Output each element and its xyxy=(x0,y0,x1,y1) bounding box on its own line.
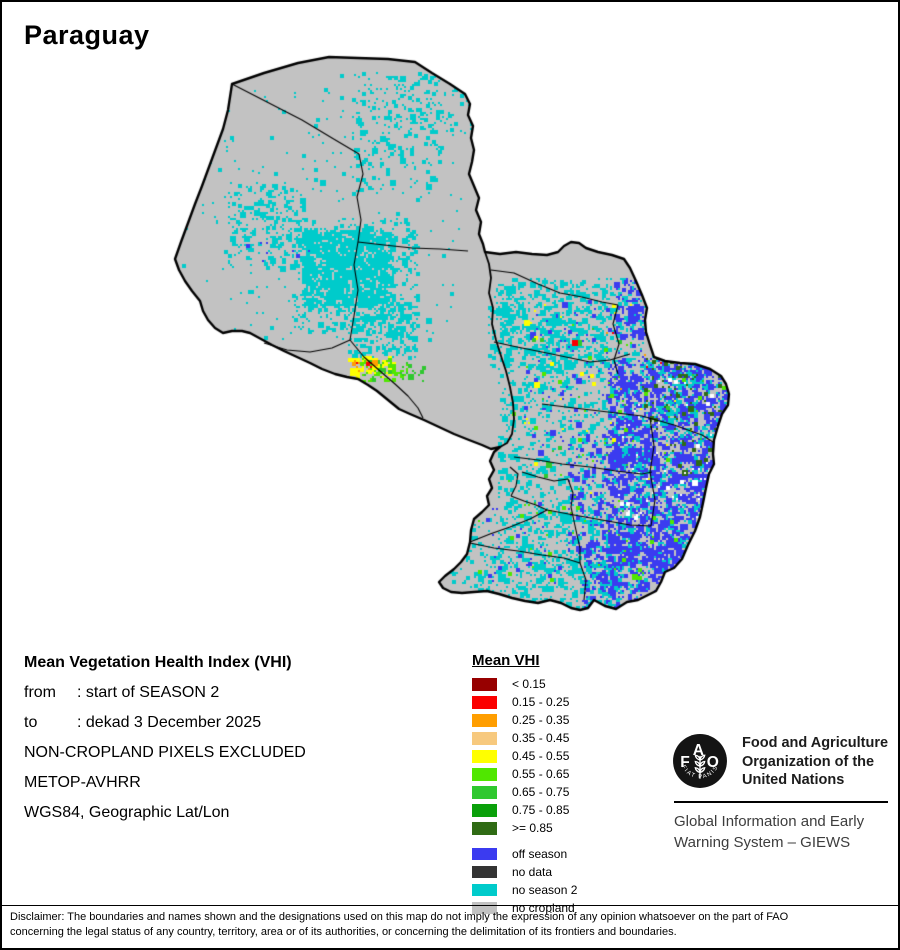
legend-swatch xyxy=(472,884,497,896)
legend-row: 0.65 - 0.75 xyxy=(472,783,577,801)
legend-label: no data xyxy=(512,865,553,879)
legend-row: 0.45 - 0.55 xyxy=(472,747,577,765)
legend-swatch xyxy=(472,848,497,860)
legend-swatch xyxy=(472,767,497,781)
disclaimer-line: Disclaimer: The boundaries and names sho… xyxy=(10,911,789,923)
legend-swatch xyxy=(472,749,497,763)
legend-label: no season 2 xyxy=(512,883,578,897)
legend-row: < 0.15 xyxy=(472,675,577,693)
info-label: from xyxy=(24,684,56,701)
legend-swatch xyxy=(472,713,497,727)
legend-extra-list: off season no data no season 2 no cropland xyxy=(472,845,577,917)
legend-swatch xyxy=(472,803,497,817)
legend-row: 0.15 - 0.25 xyxy=(472,693,577,711)
fao-logo-letter-a: A xyxy=(693,742,704,759)
legend-label: 0.65 - 0.75 xyxy=(512,785,570,799)
fao-logo-letter-o: O xyxy=(707,754,719,771)
legend-label: < 0.15 xyxy=(512,677,546,691)
info-value: : dekad 3 December 2025 xyxy=(77,714,262,731)
info-row-from: from : start of SEASON 2 xyxy=(24,678,306,708)
legend-swatch xyxy=(472,677,497,691)
legend-label: 0.55 - 0.65 xyxy=(512,767,570,781)
info-row-to: to : dekad 3 December 2025 xyxy=(24,708,306,738)
disclaimer-text: Disclaimer: The boundaries and names sho… xyxy=(10,910,896,940)
info-line: WGS84, Geographic Lat/Lon xyxy=(24,804,230,821)
legend-row: 0.75 - 0.85 xyxy=(472,801,577,819)
legend-class-list: < 0.15 0.15 - 0.25 0.25 - 0.35 0.35 - 0.45 0… xyxy=(472,675,577,837)
legend-row: 0.25 - 0.35 xyxy=(472,711,577,729)
legend-swatch xyxy=(472,695,497,709)
disclaimer-divider xyxy=(2,905,898,906)
legend-label: off season xyxy=(512,847,568,861)
info-value: : start of SEASON 2 xyxy=(77,684,220,701)
org-line: Food and Agriculture xyxy=(742,735,889,751)
info-line: NON-CROPLAND PIXELS EXCLUDED xyxy=(24,744,306,761)
legend-row: no season 2 xyxy=(472,881,577,899)
disclaimer-line: concerning the legal status of any count… xyxy=(10,926,677,938)
legend-row: no data xyxy=(472,863,577,881)
info-label: to xyxy=(24,714,38,731)
org-line: Organization of the xyxy=(742,753,875,770)
legend-row: 0.55 - 0.65 xyxy=(472,765,577,783)
vhi-legend: Mean VHI < 0.15 0.15 - 0.25 0.25 - 0.35 0.3… xyxy=(472,652,577,917)
branding-divider xyxy=(674,801,888,803)
legend-row: >= 0.85 xyxy=(472,819,577,837)
legend-label: 0.15 - 0.25 xyxy=(512,695,570,709)
legend-label: 0.25 - 0.35 xyxy=(512,713,570,727)
legend-label: 0.75 - 0.85 xyxy=(512,803,570,817)
fao-logo-icon: F A O FIAT PANIS xyxy=(673,734,727,788)
wheat-ear-icon xyxy=(694,754,706,779)
fao-org-name: Food and Agriculture Organization of the… xyxy=(742,734,888,790)
giews-line: Warning System – GIEWS xyxy=(674,834,851,851)
map-info-block: Mean Vegetation Health Index (VHI) from … xyxy=(24,648,306,828)
legend-row: 0.35 - 0.45 xyxy=(472,729,577,747)
legend-row: off season xyxy=(472,845,577,863)
legend-swatch xyxy=(472,731,497,745)
giews-line: Global Information and Early xyxy=(674,813,865,830)
info-title: Mean Vegetation Health Index (VHI) xyxy=(24,654,292,671)
legend-swatch xyxy=(472,821,497,835)
info-line: METOP-AVHRR xyxy=(24,774,141,791)
legend-swatch xyxy=(472,866,497,878)
org-line: United Nations xyxy=(742,772,845,788)
legend-label: 0.35 - 0.45 xyxy=(512,731,570,745)
legend-label: no cropland xyxy=(512,901,575,915)
fao-logo-letter-f: F xyxy=(680,754,689,771)
legend-label: 0.45 - 0.55 xyxy=(512,749,570,763)
legend-label: >= 0.85 xyxy=(512,821,553,835)
giews-label: Global Information and Early Warning Sys… xyxy=(674,811,864,853)
legend-title: Mean VHI xyxy=(472,652,540,669)
page-title: Paraguay xyxy=(24,20,150,50)
legend-swatch xyxy=(472,785,497,799)
